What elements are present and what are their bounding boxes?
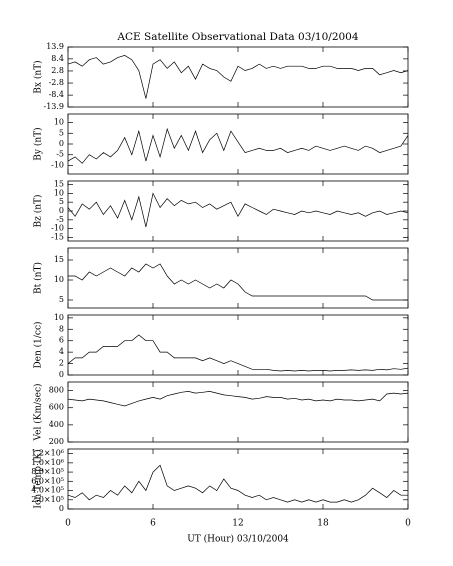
y-tick-label: 6 [59,336,64,345]
y-tick-label: 10 [54,188,64,197]
y-axis-label: By (nT) [33,127,44,160]
y-tick-label: 1.0×10⁶ [31,458,64,467]
y-tick-label: 5 [59,197,64,206]
y-tick-label: 600 [49,403,64,412]
y-axis-label: Den (1/cc) [33,321,44,368]
x-axis-label: UT (Hour) 03/10/2004 [187,534,289,545]
y-tick-label: -5 [56,215,64,224]
y-axis-label: Bx (nT) [33,60,44,93]
x-tick-label: 0 [65,519,71,529]
y-tick-label: -15 [51,232,64,241]
data-line [67,334,409,372]
y-tick-label: 5 [59,128,64,137]
x-tick-label: 12 [232,519,243,529]
x-tick-label: 18 [317,519,329,529]
y-tick-label: 1.2×10⁶ [31,449,64,458]
y-tick-label: 4.0×10⁵ [31,486,64,495]
y-axis-label: Ion Temp (K) [33,449,44,508]
y-tick-label: -13.9 [43,102,64,111]
y-tick-label: 15 [54,180,64,189]
data-line [67,55,409,99]
y-tick-label: 800 [49,386,64,395]
y-tick-label: 15 [54,255,64,264]
y-tick-label: -8.4 [49,90,64,99]
y-tick-label: -10 [51,160,64,169]
y-tick-label: 0 [59,139,64,148]
y-tick-label: 6.0×10⁵ [31,476,64,485]
y-tick-label: 2 [59,359,64,368]
data-line [67,464,408,503]
y-tick-label: 13.9 [46,42,64,51]
panel-frame [67,180,409,242]
data-line [68,263,408,301]
y-axis-label: Bt (nT) [33,262,44,294]
y-tick-label: 8.4 [51,54,64,63]
x-tick-label: 6 [150,519,156,529]
y-tick-label: 10 [54,275,64,284]
y-tick-label: 8.0×10⁵ [31,467,64,476]
panel-frame [67,46,409,108]
y-tick-label: 400 [49,420,64,429]
y-axis-label: Bz (nT) [33,194,44,227]
panel-frame [67,113,409,175]
y-tick-label: 2.8 [51,66,64,75]
y-tick-label: 4 [59,347,64,356]
y-tick-label: 0 [59,504,64,513]
x-tick-label: 0 [405,519,411,529]
panel-frame [67,247,409,309]
y-tick-label: 10 [54,313,64,322]
data-line [67,192,409,227]
y-tick-label: -2.8 [49,78,64,87]
panel-frame [67,381,409,443]
y-tick-label: -10 [51,224,64,233]
y-tick-label: 0 [59,206,64,215]
y-tick-label: 2.0×10⁵ [31,495,64,504]
data-line [67,127,409,164]
y-axis-label: Vel (Km/sec) [33,383,44,441]
y-tick-label: -5 [56,150,64,159]
y-tick-label: 5 [59,295,64,304]
y-tick-label: 200 [49,437,64,446]
data-line [67,391,409,407]
y-tick-label: 10 [54,118,64,127]
chart-title: ACE Satellite Observational Data 03/10/2… [116,31,358,43]
y-tick-label: 8 [59,324,64,333]
y-tick-label: 0 [59,370,64,379]
